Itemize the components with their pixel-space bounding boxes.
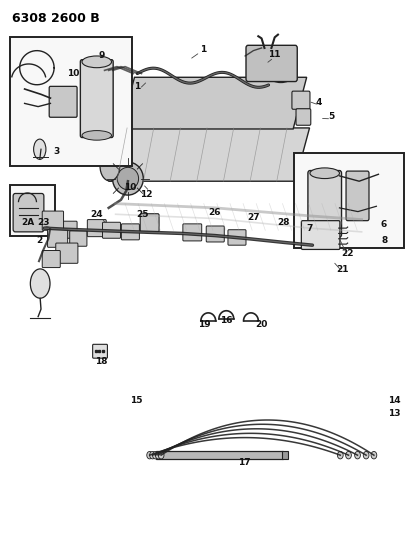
FancyBboxPatch shape [121, 224, 139, 240]
FancyBboxPatch shape [49, 86, 77, 117]
Text: 28: 28 [277, 219, 289, 227]
Circle shape [370, 451, 376, 459]
Circle shape [354, 451, 360, 459]
Polygon shape [108, 128, 309, 181]
Text: 4: 4 [315, 98, 321, 107]
Ellipse shape [270, 71, 291, 83]
Text: 27: 27 [247, 213, 259, 222]
Text: 20: 20 [255, 320, 267, 328]
Text: 18: 18 [95, 357, 108, 366]
FancyBboxPatch shape [47, 229, 67, 247]
FancyBboxPatch shape [245, 45, 297, 82]
Circle shape [152, 451, 158, 459]
Circle shape [149, 451, 155, 459]
Text: 2: 2 [36, 237, 42, 245]
Circle shape [146, 451, 152, 459]
Text: 9: 9 [98, 52, 105, 60]
Text: 13: 13 [387, 409, 400, 417]
FancyBboxPatch shape [227, 230, 245, 245]
Text: 10: 10 [124, 183, 136, 192]
FancyBboxPatch shape [42, 251, 60, 268]
Text: 11: 11 [267, 50, 279, 59]
FancyBboxPatch shape [80, 60, 113, 138]
FancyBboxPatch shape [92, 344, 107, 358]
FancyBboxPatch shape [42, 211, 63, 230]
FancyBboxPatch shape [206, 226, 224, 242]
Text: 17: 17 [237, 458, 249, 467]
Text: 2A: 2A [21, 219, 34, 227]
Text: 8: 8 [380, 237, 387, 245]
Bar [281, 451, 288, 459]
Ellipse shape [34, 139, 46, 159]
Text: 23: 23 [37, 219, 49, 227]
Text: 1: 1 [199, 45, 206, 53]
FancyBboxPatch shape [295, 109, 310, 125]
Bar [294, 153, 403, 248]
Text: 3: 3 [53, 148, 60, 156]
FancyBboxPatch shape [102, 222, 120, 238]
Ellipse shape [112, 162, 143, 195]
Circle shape [337, 451, 342, 459]
Circle shape [158, 451, 164, 459]
FancyBboxPatch shape [301, 221, 339, 249]
Bar [155, 451, 282, 459]
FancyBboxPatch shape [291, 91, 309, 109]
Ellipse shape [117, 167, 138, 190]
Text: 21: 21 [335, 265, 348, 273]
FancyBboxPatch shape [182, 224, 201, 241]
Circle shape [362, 451, 368, 459]
Ellipse shape [82, 131, 111, 140]
FancyBboxPatch shape [13, 193, 44, 232]
FancyBboxPatch shape [56, 243, 78, 263]
Text: 25: 25 [136, 210, 148, 219]
FancyBboxPatch shape [70, 231, 87, 246]
Bar [10, 185, 54, 236]
Text: 15: 15 [130, 397, 142, 405]
Polygon shape [121, 77, 306, 129]
Bar [10, 37, 132, 166]
Text: 5: 5 [327, 112, 334, 120]
FancyBboxPatch shape [140, 214, 159, 232]
Text: 6: 6 [379, 221, 386, 229]
Text: 6308 2600 B: 6308 2600 B [12, 12, 100, 25]
Ellipse shape [100, 152, 119, 181]
Text: 1: 1 [134, 82, 140, 91]
Text: 10: 10 [67, 69, 79, 78]
Text: 24: 24 [90, 210, 102, 219]
Ellipse shape [309, 168, 339, 179]
Text: 19: 19 [198, 320, 210, 328]
FancyBboxPatch shape [87, 220, 106, 237]
Text: 14: 14 [387, 397, 400, 405]
Ellipse shape [30, 269, 50, 298]
Ellipse shape [82, 56, 111, 68]
FancyBboxPatch shape [307, 171, 341, 237]
Text: 12: 12 [140, 190, 153, 199]
Text: 7: 7 [306, 224, 312, 232]
Circle shape [345, 451, 351, 459]
Text: 22: 22 [341, 249, 353, 257]
Text: 16: 16 [220, 317, 232, 325]
FancyBboxPatch shape [60, 221, 77, 238]
Circle shape [155, 451, 161, 459]
Text: 26: 26 [207, 208, 220, 216]
FancyBboxPatch shape [345, 171, 368, 221]
